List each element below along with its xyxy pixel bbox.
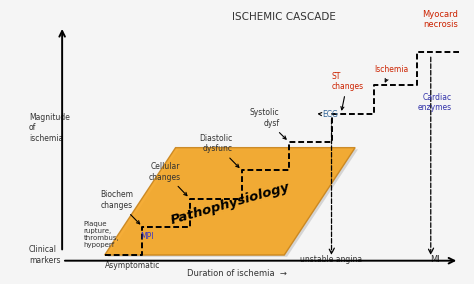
Text: Systolic
dysf: Systolic dysf: [250, 108, 286, 139]
Text: Pathophysiology: Pathophysiology: [169, 181, 291, 227]
Text: Duration of ischemia  →: Duration of ischemia →: [187, 269, 287, 278]
Text: Plaque
rupture,
thrombus,
hypoperf: Plaque rupture, thrombus, hypoperf: [83, 221, 119, 248]
Text: Ischemia: Ischemia: [374, 65, 408, 82]
Text: Asymptomatic: Asymptomatic: [105, 261, 160, 270]
Text: Cellular
changes: Cellular changes: [148, 162, 187, 196]
Text: ISCHEMIC CASCADE: ISCHEMIC CASCADE: [232, 12, 336, 22]
Text: Diastolic
dysfunc: Diastolic dysfunc: [199, 134, 239, 167]
Text: Clinical
markers: Clinical markers: [29, 245, 61, 265]
Text: MI: MI: [430, 254, 440, 264]
Text: Biochem
changes: Biochem changes: [100, 191, 140, 224]
Text: ECG: ECG: [319, 110, 338, 119]
Text: ST
changes: ST changes: [331, 72, 364, 110]
Text: Myocard
necrosis: Myocard necrosis: [422, 10, 458, 29]
Text: Magnitude
of
ischemia: Magnitude of ischemia: [29, 113, 70, 143]
Text: MPI: MPI: [140, 232, 154, 241]
Polygon shape: [105, 148, 355, 255]
Text: Cardiac
enzymes: Cardiac enzymes: [418, 93, 452, 112]
Polygon shape: [108, 149, 358, 257]
Text: unstable angina: unstable angina: [301, 254, 363, 264]
